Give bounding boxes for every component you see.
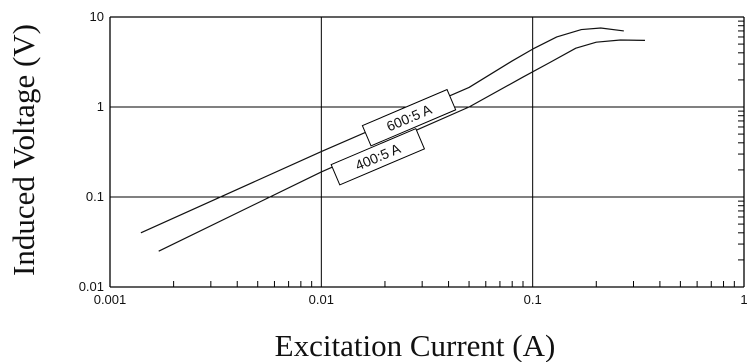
y-axis-title: Induced Voltage (V)	[6, 24, 41, 276]
x-tick-label: 1	[740, 292, 747, 307]
x-tick-label: 0.1	[524, 292, 542, 307]
curve-label-box-2	[330, 127, 426, 186]
grid-layer	[110, 17, 744, 287]
axis-layer	[109, 16, 745, 288]
y-tick-label: 1	[97, 99, 104, 114]
y-tick-label: 10	[90, 9, 104, 24]
x-axis-title: Excitation Current (A)	[275, 328, 556, 362]
y-tick-label: 0.01	[79, 279, 104, 294]
y-tick-label: 0.1	[86, 189, 104, 204]
x-tick-label: 0.001	[94, 292, 127, 307]
x-tick-label: 0.01	[309, 292, 334, 307]
curve-label-box-1	[361, 88, 457, 147]
